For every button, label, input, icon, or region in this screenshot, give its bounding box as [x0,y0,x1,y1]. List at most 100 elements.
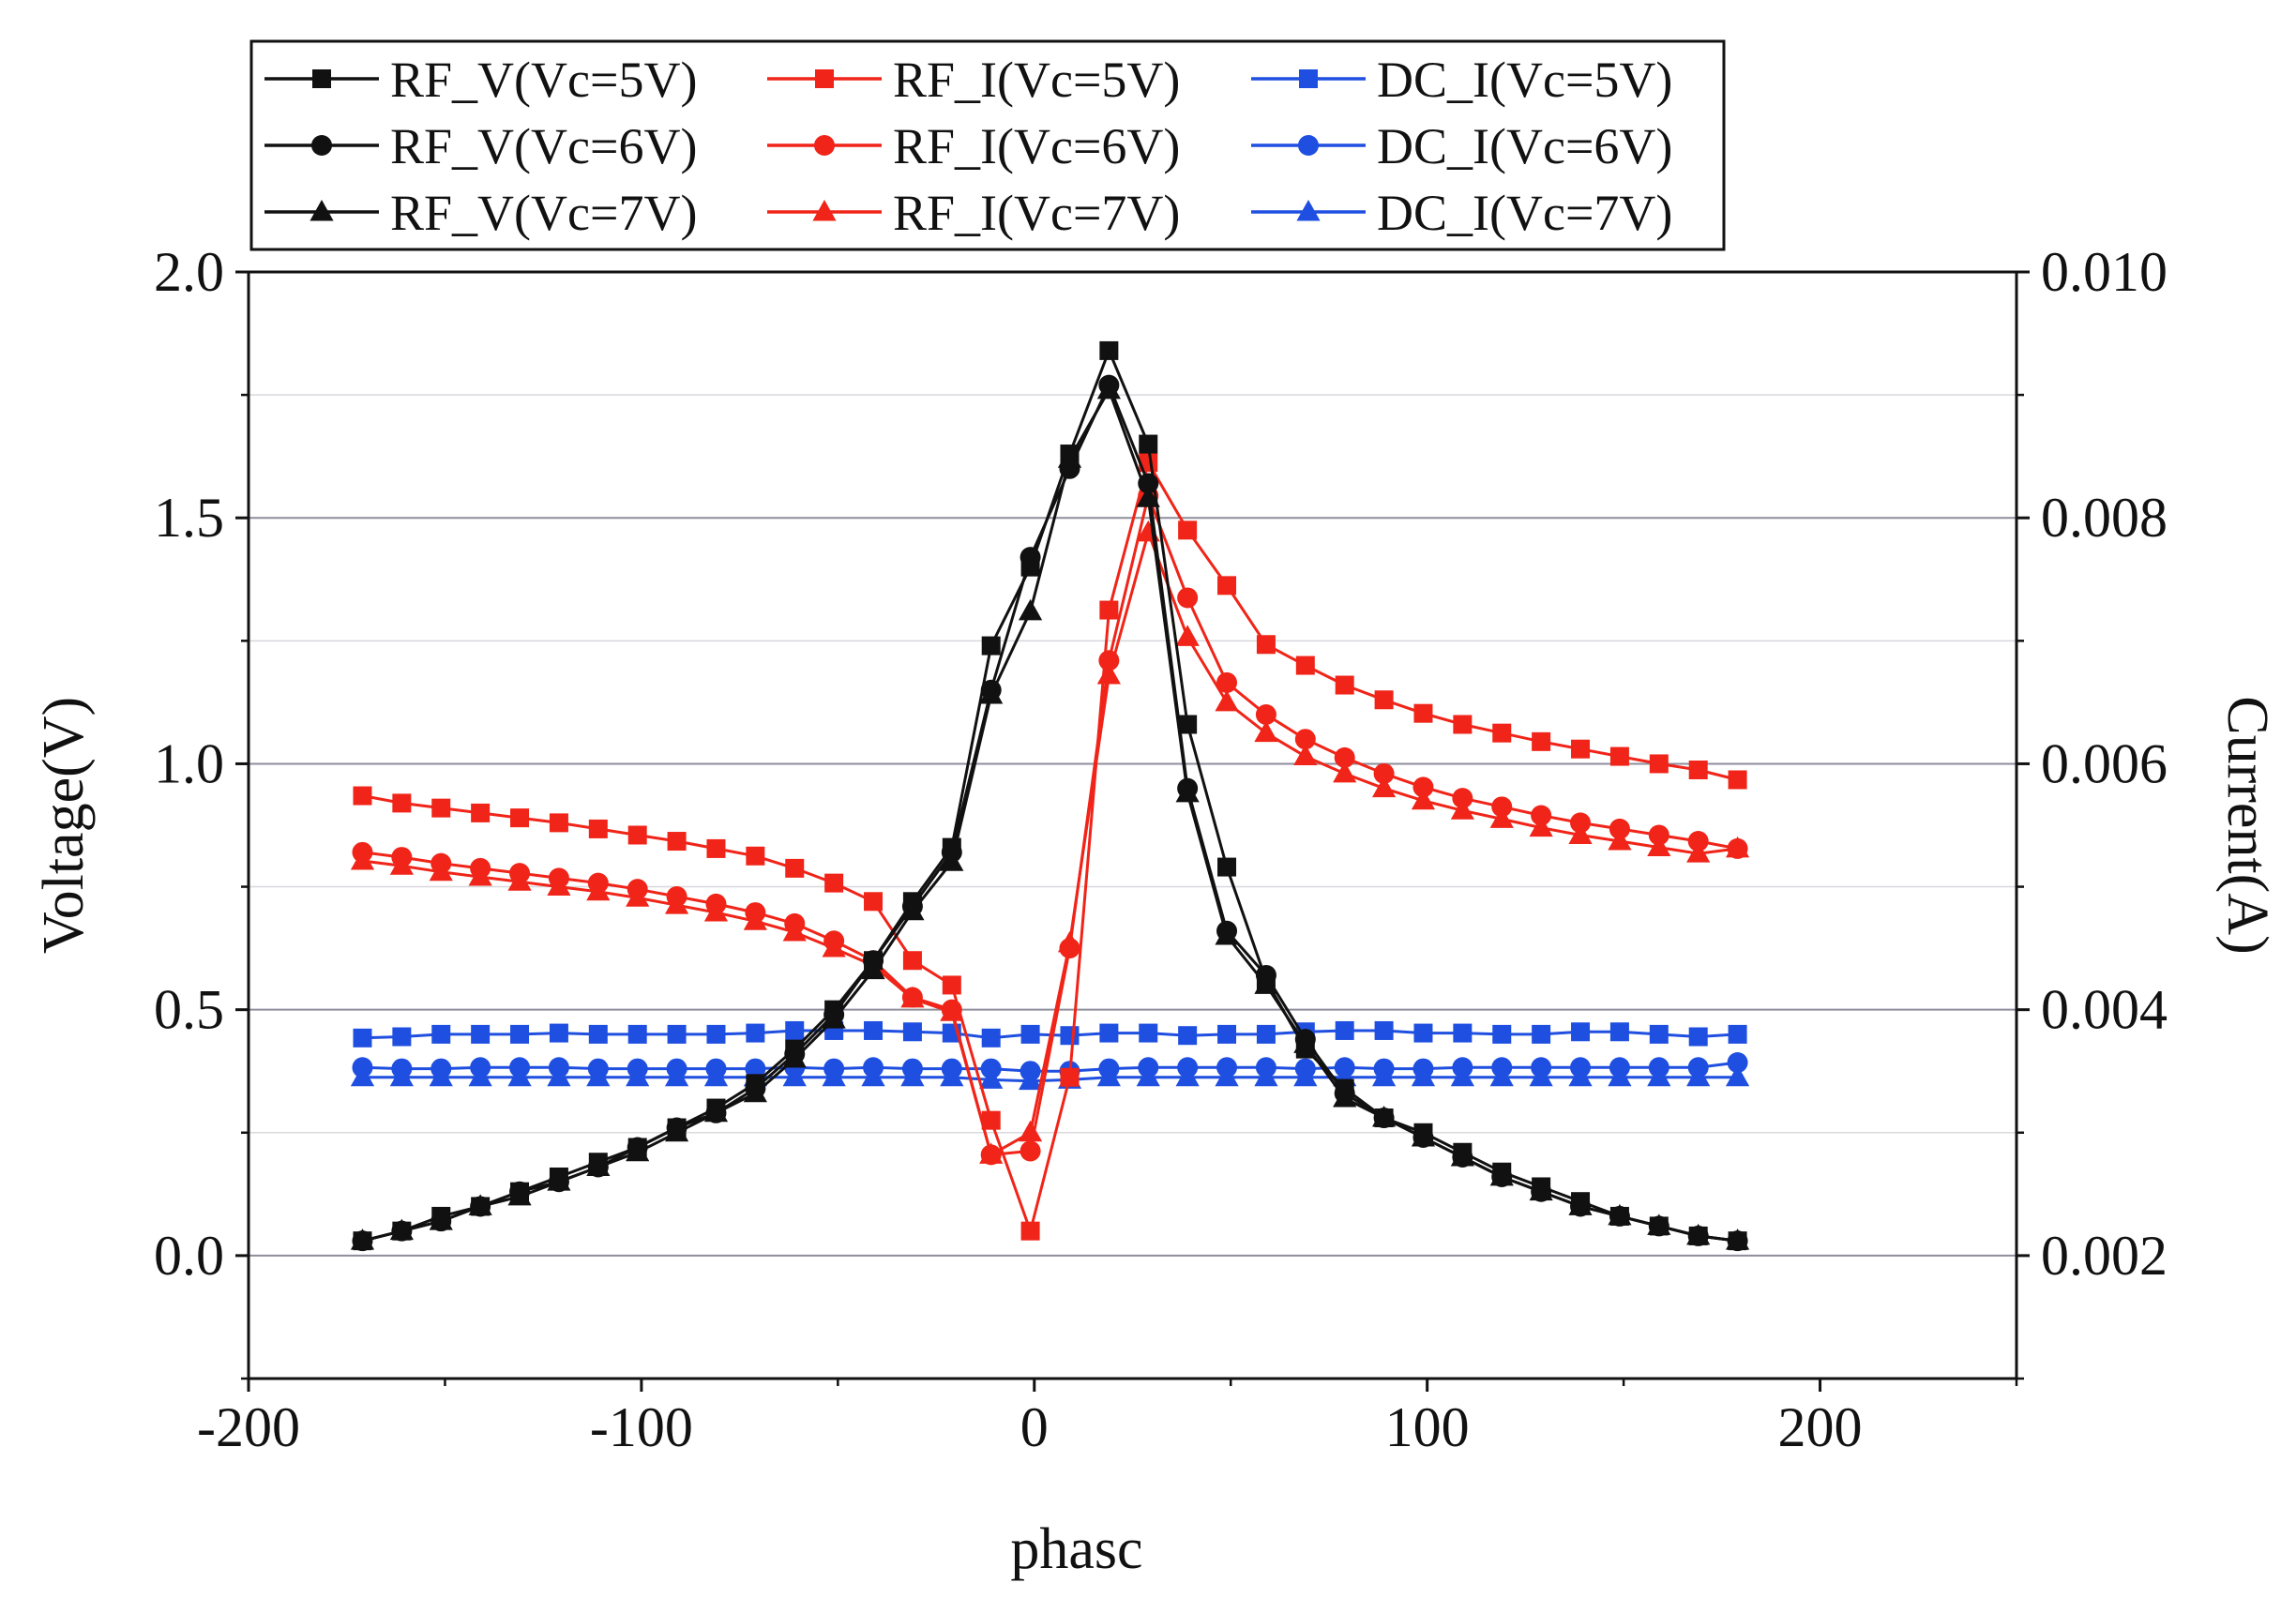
data-point [510,808,530,828]
data-point [1532,731,1551,751]
y-left-tick-label: 2.0 [154,241,224,303]
series-RF_I(Vc=6V) [352,485,1748,1166]
x-tick-label: -100 [590,1396,693,1458]
data-point [1217,576,1237,595]
data-point [547,1169,571,1191]
data-point [861,957,885,980]
data-point [1725,1229,1750,1250]
data-point [1254,1064,1278,1087]
data-point [1570,812,1592,834]
data-point [1256,1024,1276,1044]
data-point [900,1064,925,1087]
data-point [1057,930,1082,953]
data-point [1335,675,1354,695]
data-point [1491,796,1513,818]
data-point [1609,1022,1629,1042]
data-point [1293,1032,1318,1053]
data-point [1568,822,1593,844]
data-point [861,1064,885,1087]
data-point [1371,776,1397,798]
y-left-tick-label: 0.0 [154,1225,224,1287]
data-point [547,1064,571,1087]
legend-label: RF_V(Vc=6V) [390,118,697,174]
data-point [1489,806,1514,828]
data-point [822,936,846,957]
legend-entry: RF_I(Vc=7V) [767,185,1180,241]
data-point [900,986,925,1008]
data-point [1725,1064,1750,1087]
series-RF_I(Vc=5V) [353,453,1747,1241]
data-point [1411,1064,1436,1087]
x-tick-label: -200 [197,1396,300,1458]
data-point [785,858,805,878]
data-point [664,1064,689,1087]
data-point [1609,746,1629,766]
data-point [1256,635,1276,655]
y-right-tick-label: 0.008 [2041,487,2168,549]
legend-entry: RF_I(Vc=6V) [767,118,1180,174]
data-point [1020,1221,1040,1241]
data-point [1649,1024,1669,1044]
data-point [431,798,451,818]
data-point [586,1154,611,1176]
data-point [822,1007,846,1029]
data-point [940,1064,964,1087]
legend-entry: DC_I(Vc=5V) [1251,52,1672,108]
data-point [1216,671,1238,693]
data-point [468,1064,492,1087]
data-point [1609,818,1630,839]
legend-marker [814,135,835,156]
data-point [1138,473,1159,494]
data-point [429,859,453,882]
data-point [1178,1026,1198,1046]
legend-label: DC_I(Vc=6V) [1377,118,1672,174]
data-point [471,1024,491,1044]
y-right-tick-label: 0.006 [2041,732,2168,794]
data-point [389,853,414,875]
data-series [350,340,1750,1252]
data-point [1452,788,1473,809]
legend-label: RF_V(Vc=5V) [390,52,697,108]
data-point [902,951,922,971]
data-point [1725,836,1750,858]
legend-marker [812,199,837,221]
legend-entry: DC_I(Vc=6V) [1251,118,1672,174]
data-point [588,819,608,838]
data-point [1608,829,1632,851]
data-point [627,825,647,845]
data-point [1571,739,1591,759]
data-point [431,1024,451,1044]
data-point [1568,1064,1593,1087]
data-point [1686,1064,1711,1087]
data-point [507,1183,532,1206]
data-point [1412,776,1434,798]
x-tick-label: 0 [1020,1396,1049,1458]
data-point [1492,723,1512,743]
legend-marker [310,199,334,221]
data-point [1489,1064,1514,1087]
data-point [1060,1067,1080,1087]
data-point [471,803,491,822]
legend-label: DC_I(Vc=7V) [1377,185,1672,241]
series-RF_V(Vc=7V) [350,377,1750,1250]
data-point [1060,1026,1080,1046]
data-point [1254,720,1278,743]
data-point [507,869,532,891]
data-point [902,1022,922,1042]
x-tick-label: 100 [1385,1396,1470,1458]
data-point [1175,625,1200,646]
data-point [1529,1179,1553,1201]
data-point [1529,815,1553,837]
data-point [1217,857,1237,877]
legend-entry: RF_I(Vc=5V) [767,52,1180,108]
data-point [1373,762,1395,784]
data-point [507,1064,532,1087]
data-point [664,893,689,914]
data-point [392,1027,412,1047]
legend-entry: DC_I(Vc=7V) [1251,185,1672,241]
legend-marker [815,69,834,88]
y-right-axis-title: Current(A) [2215,696,2279,954]
data-point [588,1024,608,1044]
data-point [510,1024,530,1044]
